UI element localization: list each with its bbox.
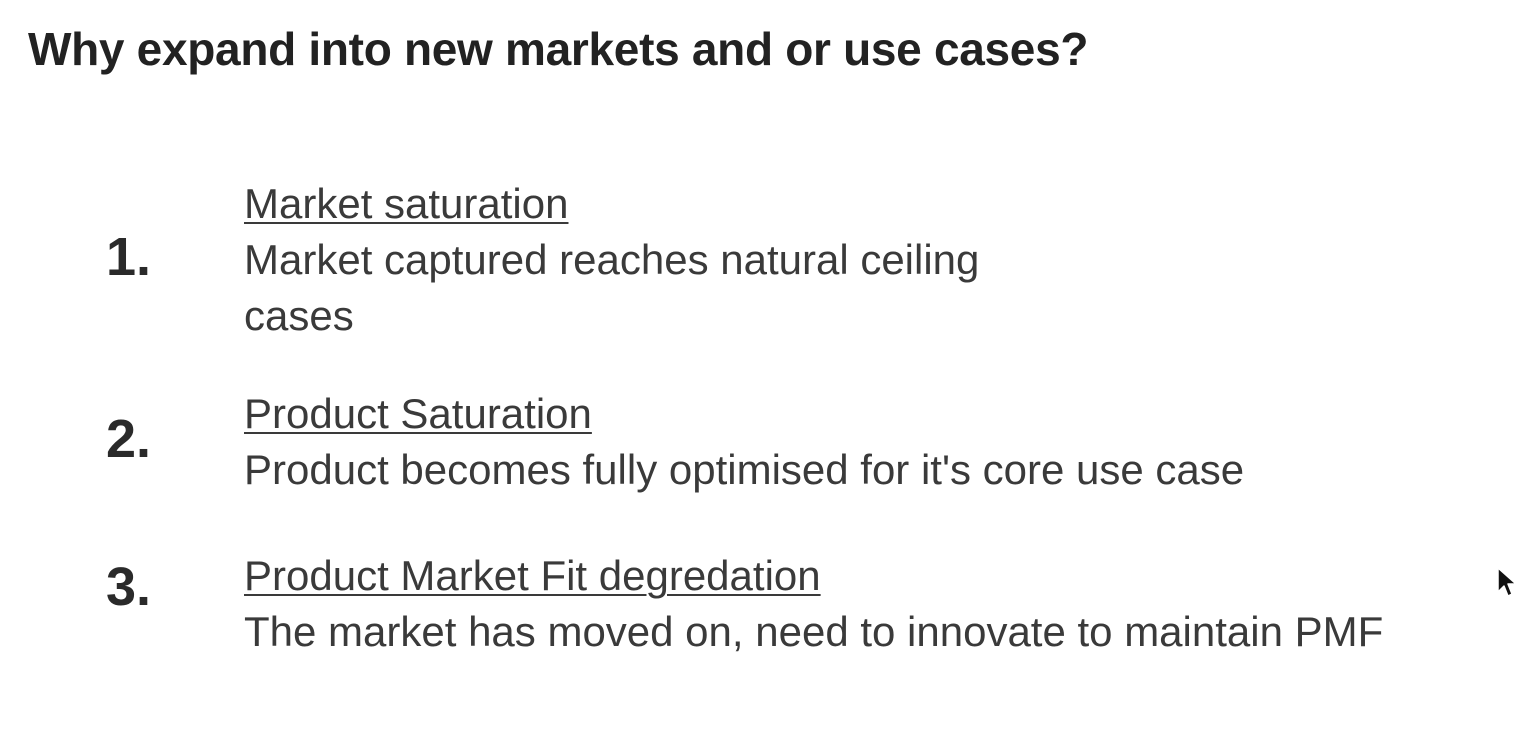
list-item-heading: Product Saturation (244, 390, 592, 437)
list-number: 1. (106, 227, 152, 287)
list-item-description: The market has moved on, need to innovat… (244, 608, 1384, 655)
list-item-description: Market captured reaches natural ceiling (244, 236, 980, 283)
list-number: 3. (106, 557, 152, 617)
list-item-heading: Product Market Fit degredation (244, 552, 821, 599)
slide-title: Why expand into new markets and or use c… (28, 23, 1089, 75)
list-item-description: cases (244, 292, 354, 339)
list-item-description: Product becomes fully optimised for it's… (244, 446, 1245, 493)
list-number: 2. (106, 409, 152, 469)
mouse-pointer-icon (1497, 567, 1517, 597)
list-item-heading: Market saturation (244, 180, 569, 227)
